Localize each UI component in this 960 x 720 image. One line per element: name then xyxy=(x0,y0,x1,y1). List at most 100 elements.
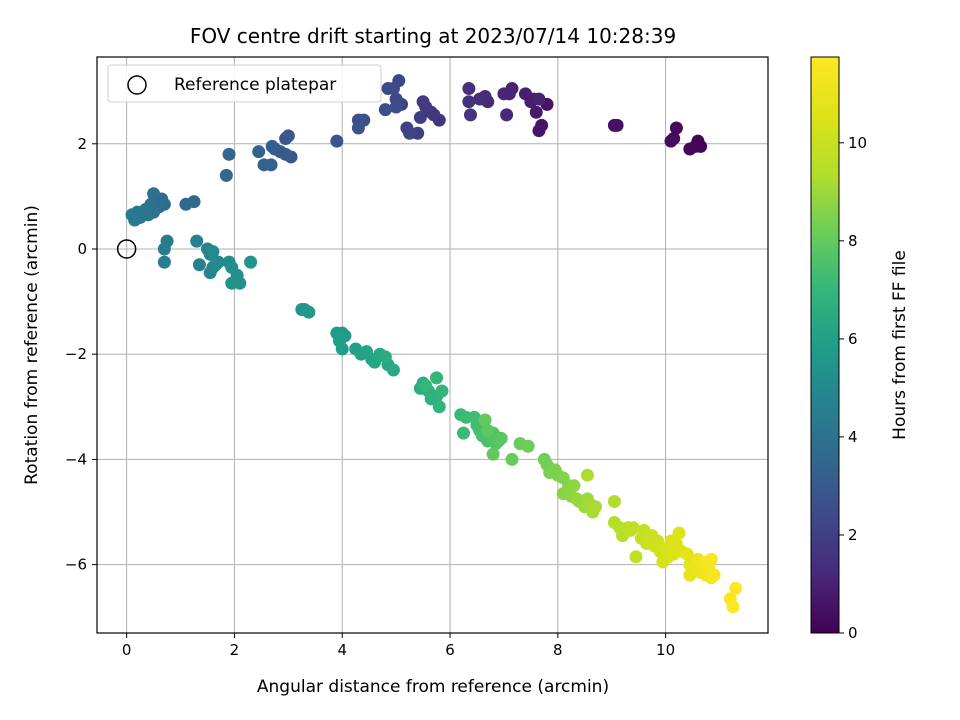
data-points xyxy=(125,74,743,614)
data-point xyxy=(497,87,511,101)
data-point xyxy=(302,305,316,319)
data-point xyxy=(680,547,694,561)
data-point xyxy=(351,121,365,135)
colorbar-tick-label: 4 xyxy=(848,428,858,446)
x-axis-label: Angular distance from reference (arcmin) xyxy=(257,677,609,697)
data-point xyxy=(529,105,543,119)
legend-marker-icon xyxy=(127,75,147,95)
colorbar-tick-label: 0 xyxy=(848,624,858,642)
data-point xyxy=(532,124,546,138)
data-point xyxy=(281,129,295,143)
data-point xyxy=(478,413,492,427)
data-point xyxy=(518,87,532,101)
data-point xyxy=(589,500,603,514)
y-tick-label: −2 xyxy=(65,345,87,363)
data-point xyxy=(403,126,417,140)
x-axis-ticks: 0 2 4 6 8 10 xyxy=(122,633,675,659)
data-point xyxy=(265,139,279,153)
data-point xyxy=(683,142,697,156)
data-point xyxy=(430,371,444,385)
data-point xyxy=(494,431,508,445)
data-point xyxy=(610,118,624,132)
data-point xyxy=(225,276,239,290)
data-point xyxy=(532,92,546,106)
data-point xyxy=(463,108,477,122)
data-point xyxy=(726,600,740,614)
data-point xyxy=(629,550,643,564)
legend-entry: Reference platepar xyxy=(174,75,336,95)
data-point xyxy=(190,234,204,248)
data-point xyxy=(252,145,266,159)
data-point xyxy=(244,255,258,269)
data-point xyxy=(462,82,476,96)
data-point xyxy=(419,379,433,393)
data-point xyxy=(607,494,621,508)
data-point xyxy=(505,452,519,466)
data-point xyxy=(707,568,721,582)
colorbar-label: Hours from first FF file xyxy=(890,250,910,440)
data-point xyxy=(157,242,171,256)
data-point xyxy=(257,158,271,172)
y-axis-label: Rotation from reference (arcmin) xyxy=(22,205,42,485)
data-point xyxy=(222,147,236,161)
y-tick-label: 2 xyxy=(77,135,87,153)
reference-marker xyxy=(116,239,137,259)
data-point xyxy=(729,581,743,595)
data-point xyxy=(125,208,139,222)
colorbar: 0 2 4 6 8 10 Hours from first FF file xyxy=(810,56,910,642)
data-point xyxy=(389,100,403,114)
data-point xyxy=(330,134,344,148)
colorbar-tick-label: 10 xyxy=(848,134,867,152)
legend-box xyxy=(107,64,382,103)
x-tick-label: 10 xyxy=(656,641,675,659)
data-point xyxy=(206,245,220,259)
data-point xyxy=(704,552,718,566)
data-point xyxy=(378,103,392,117)
data-point xyxy=(626,521,640,535)
data-point xyxy=(486,447,500,461)
y-tick-label: −6 xyxy=(65,556,87,574)
data-point xyxy=(381,82,395,96)
data-point xyxy=(378,350,392,364)
colorbar-ticks: 0 2 4 6 8 10 xyxy=(839,134,867,642)
data-point xyxy=(413,110,427,124)
data-point xyxy=(669,121,683,135)
data-point xyxy=(219,168,233,182)
x-tick-label: 6 xyxy=(445,641,455,659)
data-point xyxy=(432,400,446,414)
data-point xyxy=(462,95,476,109)
data-point xyxy=(664,134,678,148)
legend: Reference platepar xyxy=(107,64,382,103)
data-point xyxy=(567,479,581,493)
data-point xyxy=(500,108,514,122)
data-point xyxy=(651,534,665,548)
data-point xyxy=(580,468,594,482)
data-point xyxy=(192,258,206,272)
data-point xyxy=(179,197,193,211)
chart-title: FOV centre drift starting at 2023/07/14 … xyxy=(190,24,676,48)
data-point xyxy=(386,363,400,377)
data-point xyxy=(521,439,535,453)
data-point xyxy=(335,342,349,356)
data-point xyxy=(694,139,708,153)
data-point xyxy=(672,526,686,540)
data-point xyxy=(147,187,161,201)
x-tick-label: 8 xyxy=(553,641,563,659)
colorbar-tick-label: 6 xyxy=(848,330,858,348)
data-point xyxy=(435,384,449,398)
colorbar-gradient xyxy=(810,56,840,634)
y-tick-label: 0 xyxy=(77,240,87,258)
plot-frame xyxy=(96,56,769,634)
y-tick-label: −4 xyxy=(65,450,87,468)
x-tick-label: 0 xyxy=(122,641,132,659)
data-point xyxy=(473,92,487,106)
data-point xyxy=(157,255,171,269)
data-point xyxy=(416,95,430,109)
x-tick-label: 4 xyxy=(337,641,347,659)
colorbar-tick-label: 8 xyxy=(848,232,858,250)
data-point xyxy=(456,426,470,440)
y-axis-ticks: −6 −4 −2 0 2 xyxy=(65,135,97,574)
data-point xyxy=(481,423,495,437)
data-point xyxy=(211,255,225,269)
